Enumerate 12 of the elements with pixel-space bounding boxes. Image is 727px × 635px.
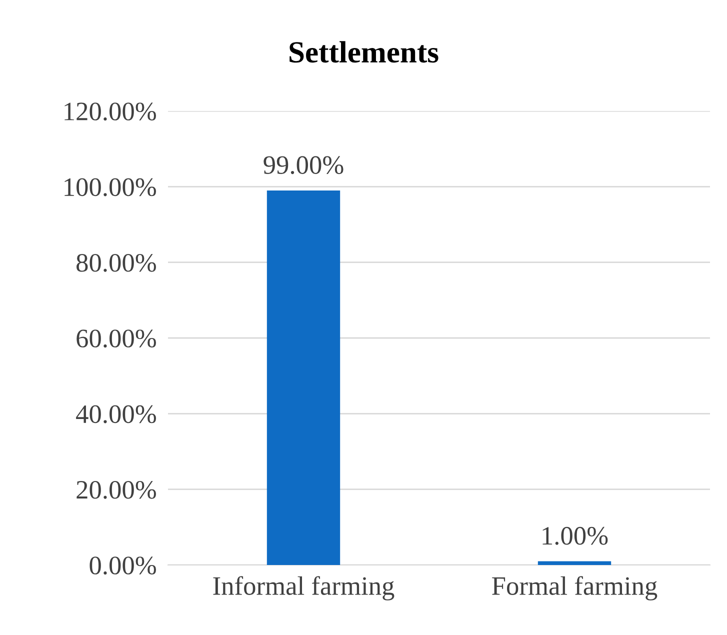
y-tick-label: 120.00%: [64, 102, 156, 121]
y-tick-label: 40.00%: [76, 405, 156, 424]
y-tick-label: 100.00%: [64, 178, 156, 196]
y-tick-label: 60.00%: [76, 330, 156, 348]
data-label: 1.00%: [542, 526, 608, 545]
y-tick-label: 20.00%: [76, 480, 156, 499]
y-tick-label: 80.00%: [76, 254, 156, 272]
x-tick-label: Informal farming: [213, 576, 394, 600]
chart-title: Settlements: [290, 41, 438, 63]
x-tick-label: Formal farming: [492, 576, 658, 600]
data-label: 99.00%: [264, 156, 344, 174]
y-tick-label: 0.00%: [90, 556, 156, 575]
